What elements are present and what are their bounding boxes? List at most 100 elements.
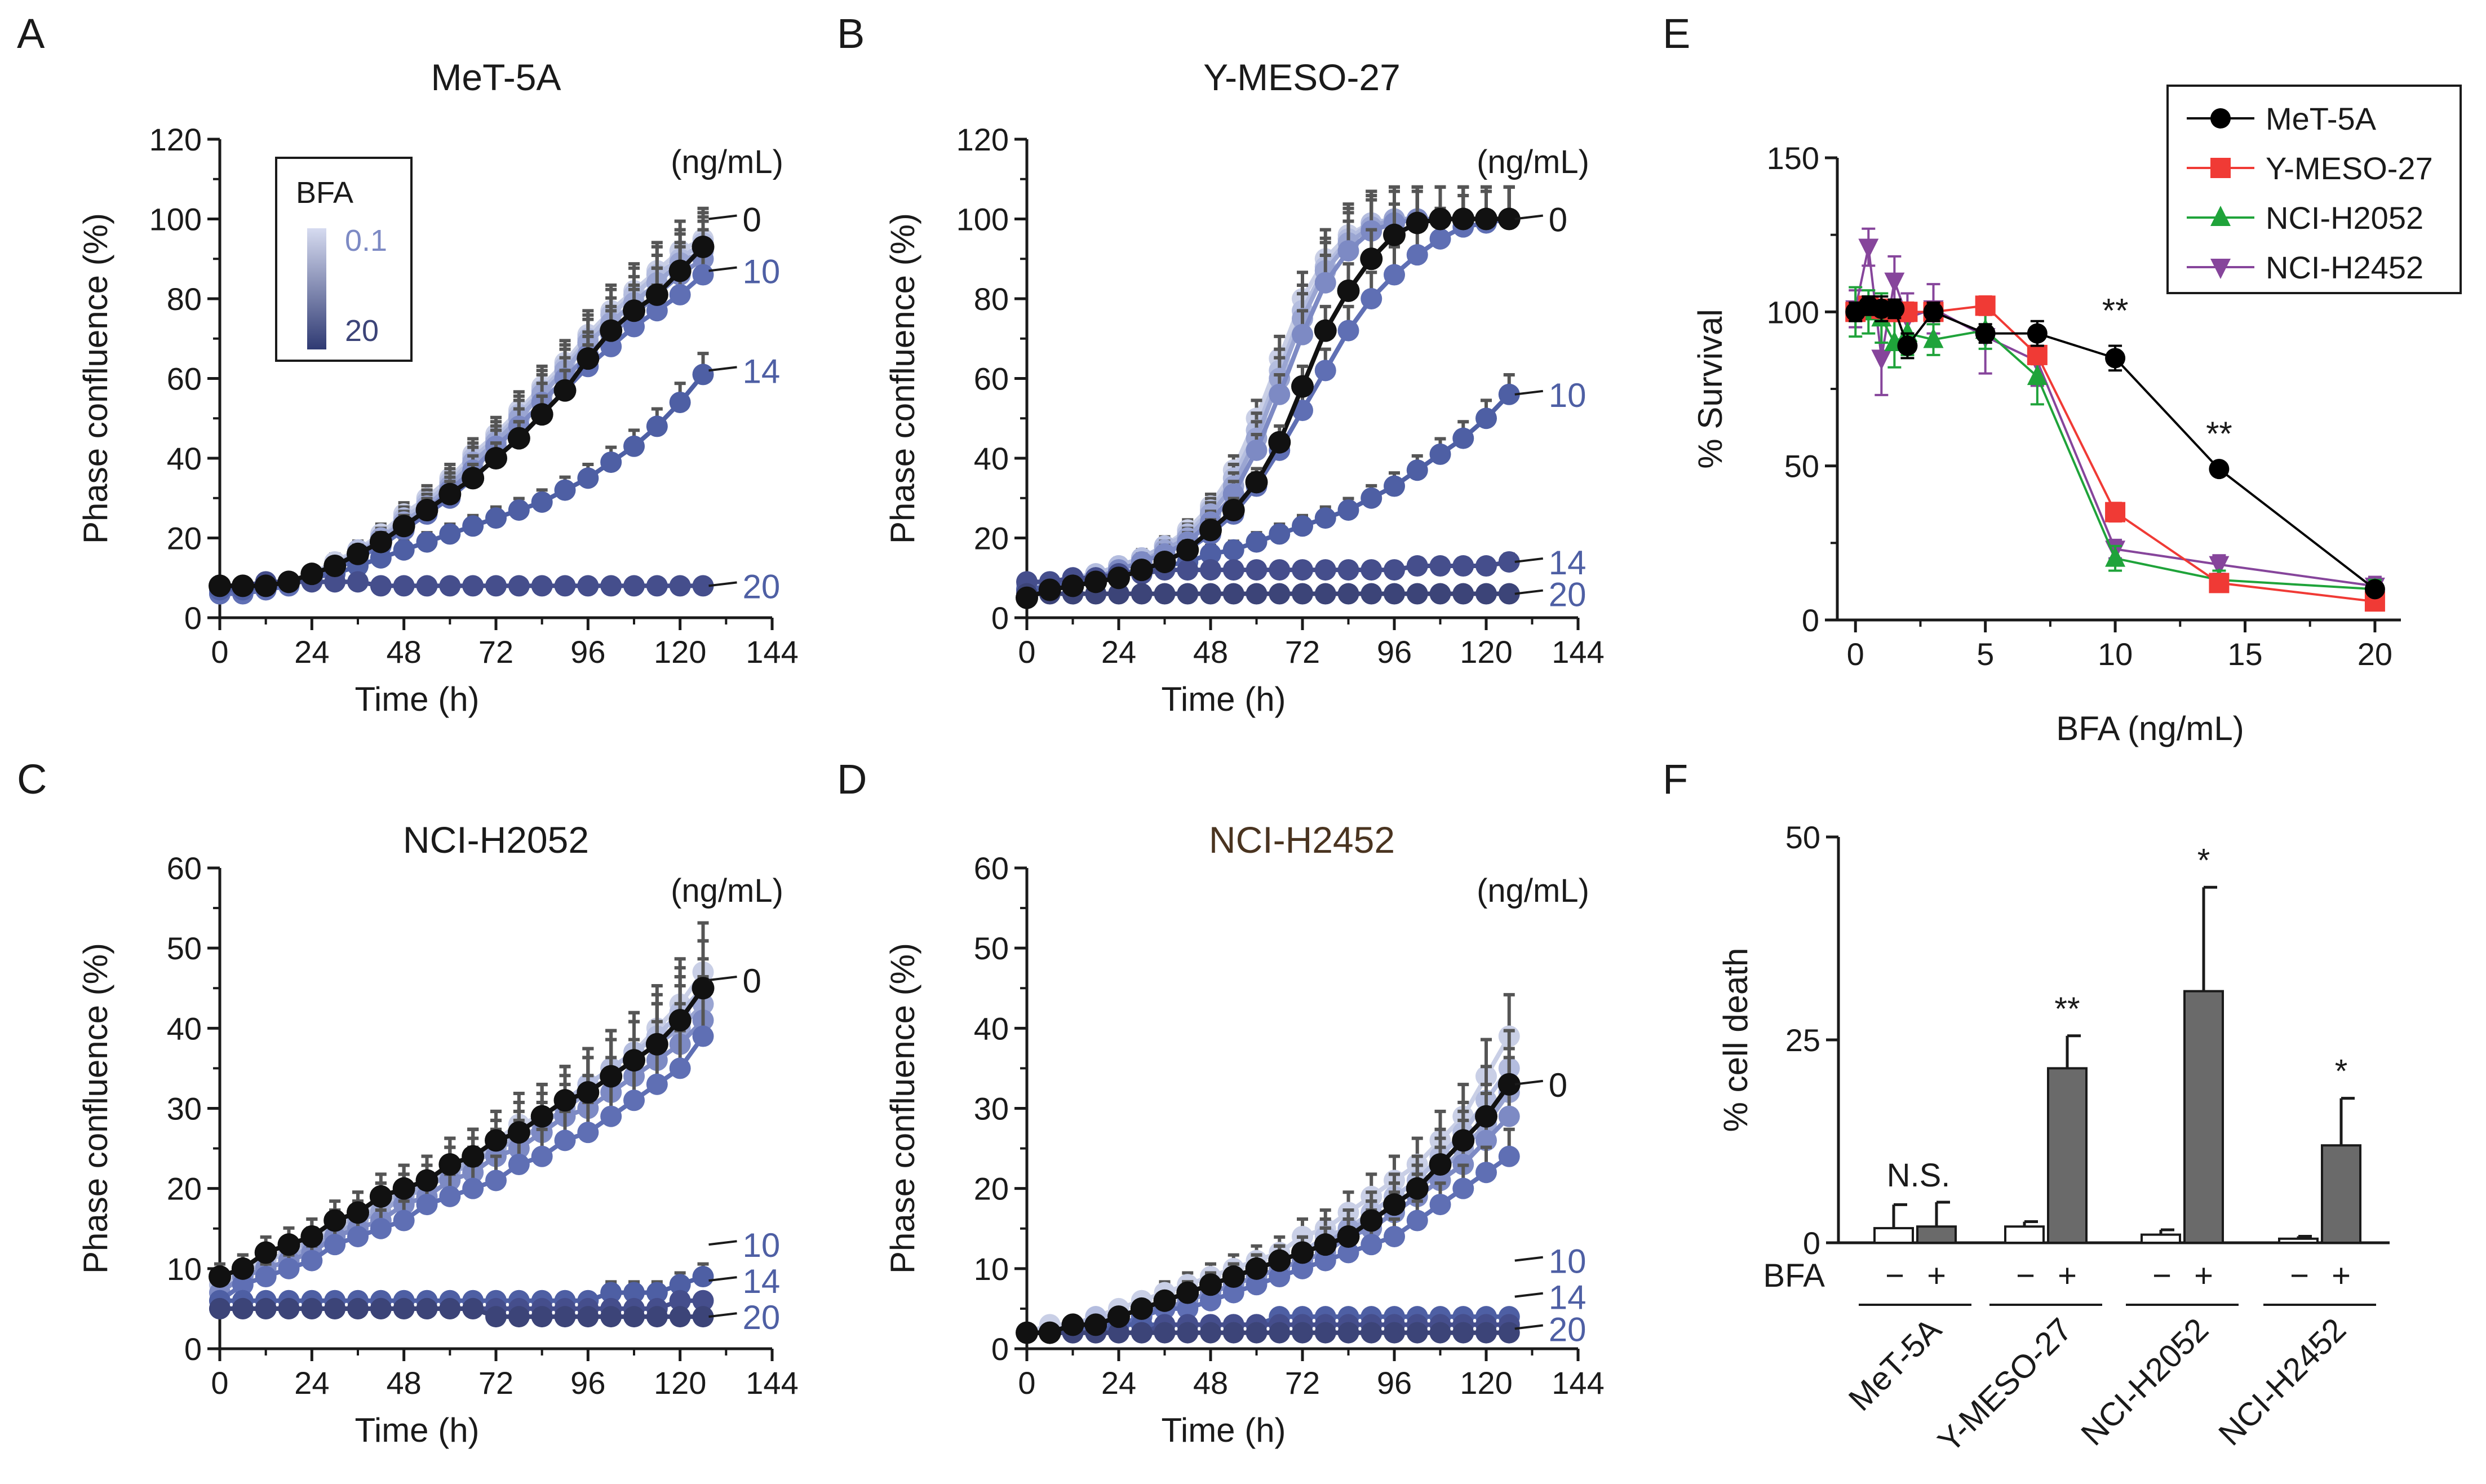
x-tick-label: 10 [2098, 636, 2133, 672]
data-point [393, 1297, 415, 1319]
data-point [646, 1306, 668, 1328]
data-point [393, 575, 415, 597]
data-point [1475, 583, 1497, 605]
category-label: MeT-5A [1842, 1311, 1949, 1418]
unit-label: (ng/mL) [671, 872, 783, 909]
data-point [1384, 583, 1405, 605]
data-point [1406, 459, 1428, 481]
data-point [347, 542, 369, 565]
y-tick-label: 80 [167, 281, 202, 317]
y-tick-label: 40 [167, 1011, 202, 1046]
data-point [278, 1297, 300, 1319]
data-point [439, 1185, 461, 1207]
data-point [577, 575, 599, 597]
data-point [692, 236, 715, 259]
x-tick-label: 15 [2227, 636, 2262, 672]
series-line [219, 986, 705, 1287]
data-point [1497, 207, 1521, 231]
x-axis-label: Time (h) [354, 1411, 479, 1449]
data-point [1384, 1322, 1405, 1344]
series-line [1027, 560, 1510, 584]
y-tick-label: 60 [974, 361, 1009, 397]
data-point [1884, 272, 1905, 293]
x-tick-label: 96 [570, 634, 605, 670]
data-point [1107, 1305, 1130, 1328]
data-point [1361, 288, 1382, 309]
data-point [1200, 1290, 1221, 1312]
legend-entry: MeT-5A [2266, 101, 2377, 136]
data-point [1897, 321, 1918, 342]
data-point [1176, 538, 1199, 561]
leader-line [1514, 389, 1543, 396]
data-point [1858, 238, 1879, 259]
data-point [439, 575, 461, 597]
data-point [1360, 247, 1383, 271]
data-point [1406, 1322, 1428, 1344]
bar-group: − + MeT-5A N.S. [1842, 1157, 1971, 1418]
x-tick-label: 0 [1018, 634, 1035, 670]
data-point [1337, 1242, 1359, 1264]
data-point [1475, 555, 1497, 577]
data-point [1269, 523, 1291, 545]
data-point [438, 1153, 462, 1176]
data-point [1199, 519, 1222, 542]
data-point [1429, 1170, 1451, 1191]
x-axis-label: Time (h) [354, 680, 479, 718]
data-point [1337, 1322, 1359, 1344]
legend-marker [2210, 206, 2231, 226]
y-axis-label: % Survival [1691, 309, 1729, 468]
data-point [1154, 583, 1176, 605]
y-tick-label: 10 [167, 1251, 202, 1287]
chart-title: NCI-H2452 [1209, 819, 1395, 861]
data-point [232, 1274, 254, 1296]
data-point [623, 299, 645, 322]
end-label: 20 [743, 568, 781, 605]
data-point [1108, 1322, 1129, 1344]
data-point [1314, 360, 1336, 382]
end-label: 10 [743, 1226, 781, 1264]
treatment-plus: + [2194, 1257, 2213, 1294]
data-point [1975, 323, 1996, 344]
data-point [370, 547, 392, 569]
y-tick-label: 0 [991, 1331, 1009, 1367]
data-point [1429, 1153, 1452, 1176]
series-0 [209, 215, 715, 597]
data-point [531, 1145, 553, 1167]
x-tick-label: 144 [746, 1365, 798, 1401]
data-point [1406, 1210, 1428, 1232]
panel-label: C [17, 756, 47, 803]
data-point [1361, 559, 1382, 581]
leader-line [1514, 1256, 1543, 1262]
y-tick-label: 100 [149, 202, 202, 237]
leader-line [708, 366, 737, 372]
data-point [554, 479, 576, 501]
data-point [1269, 383, 1291, 405]
data-point [669, 283, 691, 305]
data-point [301, 1297, 323, 1319]
data-point [485, 447, 507, 469]
data-point [369, 1185, 392, 1208]
data-point [669, 1274, 691, 1296]
bar [1916, 1225, 1957, 1244]
x-tick-label: 48 [387, 634, 422, 670]
significance-mark: ** [2054, 991, 2080, 1027]
x-tick-label: 72 [478, 634, 513, 670]
data-point [1406, 555, 1428, 577]
x-tick-label: 144 [1552, 1365, 1604, 1401]
data-point [1130, 559, 1153, 582]
data-point [1200, 559, 1221, 581]
data-point [438, 482, 462, 506]
data-point [1107, 566, 1130, 590]
data-point [1269, 583, 1291, 605]
bar-group: − + NCI-H2452 * [2212, 1053, 2376, 1452]
data-point [1452, 583, 1474, 605]
bar [2278, 1237, 2319, 1244]
data-point [370, 1217, 392, 1239]
data-point [1429, 555, 1451, 577]
data-point [1246, 1274, 1268, 1296]
data-point [1245, 1257, 1268, 1280]
legend-marker [2210, 259, 2231, 279]
y-axis-label: Phase confluence (%) [77, 213, 114, 544]
data-point [324, 1234, 346, 1256]
